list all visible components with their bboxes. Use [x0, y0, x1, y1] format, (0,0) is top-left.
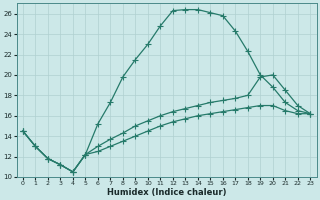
X-axis label: Humidex (Indice chaleur): Humidex (Indice chaleur) [107, 188, 226, 197]
